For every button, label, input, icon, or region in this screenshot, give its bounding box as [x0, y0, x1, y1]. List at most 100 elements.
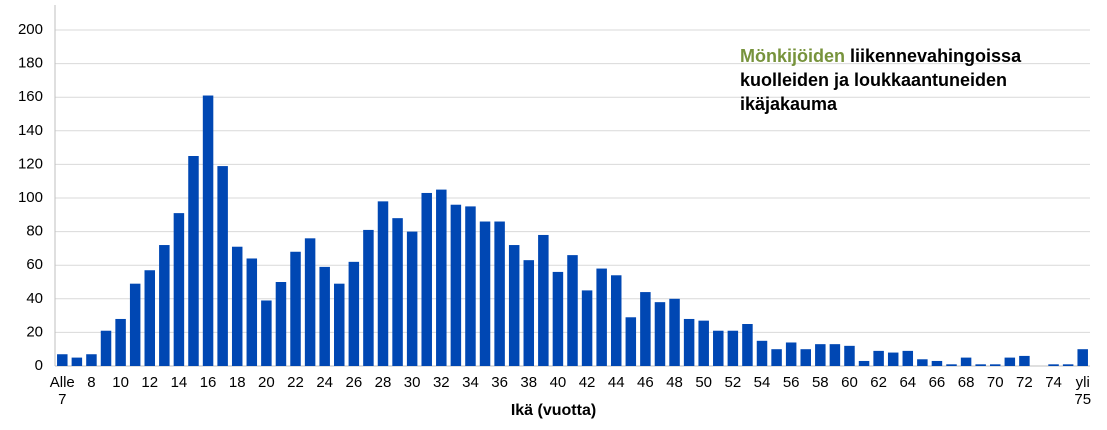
bar: [931, 360, 943, 366]
bar: [523, 260, 535, 366]
bar: [377, 201, 389, 366]
bar: [261, 300, 272, 366]
x-tick-label: 62: [870, 374, 887, 391]
x-tick-label: 22: [287, 374, 304, 391]
bar: [290, 251, 301, 366]
bar: [508, 245, 520, 366]
bar: [713, 330, 724, 366]
y-tick-label: 160: [18, 88, 43, 105]
y-tick-label: 60: [26, 256, 43, 273]
bar: [771, 349, 782, 366]
bar: [479, 221, 491, 366]
x-tick-label: 54: [753, 374, 771, 391]
y-tick-label: 0: [35, 357, 43, 374]
bar: [275, 282, 287, 366]
bar: [100, 330, 112, 366]
bar: [436, 189, 447, 366]
bar: [756, 340, 768, 366]
x-tick-label: 46: [637, 374, 654, 391]
title-text: liikennevahingoissa kuolleiden ja loukka…: [740, 46, 1022, 114]
x-tick-label: yli 75: [1074, 374, 1092, 408]
bar: [319, 266, 330, 366]
x-tick-label: 26: [345, 374, 363, 391]
bar: [654, 302, 666, 366]
y-tick-label: 120: [18, 155, 43, 172]
bar: [640, 292, 651, 366]
x-tick-label: 68: [957, 374, 975, 391]
bar: [581, 290, 593, 366]
bar: [144, 270, 156, 366]
x-tick-label: 8: [87, 374, 96, 391]
bar: [465, 206, 476, 366]
bar: [960, 357, 972, 366]
bar: [231, 246, 243, 366]
y-tick-label: 200: [18, 21, 43, 38]
x-tick-label: 10: [112, 374, 129, 391]
x-tick-label: 34: [462, 374, 479, 391]
x-tick-label: 30: [403, 374, 421, 391]
bar: [785, 342, 797, 366]
bar: [1062, 364, 1074, 366]
bar: [1004, 357, 1016, 366]
bar: [917, 359, 928, 366]
x-tick-label: 56: [782, 374, 800, 391]
x-tick-label: 28: [374, 374, 392, 391]
bar: [363, 229, 374, 366]
x-tick-label: 50: [695, 374, 713, 391]
bar: [246, 258, 258, 366]
x-tick-label: Alle 7: [49, 374, 75, 408]
x-tick-label: 72: [1016, 374, 1033, 391]
bar: [596, 268, 607, 366]
bar: [86, 354, 97, 366]
x-tick-label: 52: [724, 374, 742, 391]
x-tick-label: 74: [1045, 374, 1062, 391]
bar: [202, 95, 214, 367]
y-tick-label: 140: [18, 122, 43, 139]
bar: [815, 344, 826, 366]
bar: [71, 357, 83, 366]
x-tick-label: 64: [899, 374, 917, 391]
x-tick-label: 12: [141, 374, 159, 391]
bar: [173, 213, 185, 366]
x-tick-label: 70: [986, 374, 1004, 391]
x-axis-label: Ikä (vuotta): [510, 402, 597, 419]
bar: [57, 354, 68, 366]
bar: [698, 320, 709, 366]
x-tick-label: 66: [928, 374, 946, 391]
bar: [552, 271, 564, 366]
bar: [975, 364, 986, 366]
x-tick-label: 32: [432, 374, 450, 391]
bar: [625, 317, 637, 366]
bar: [538, 234, 549, 366]
x-tick-label: 18: [228, 374, 246, 391]
y-tick-label: 40: [26, 290, 43, 307]
bar: [844, 345, 855, 366]
x-tick-label: 24: [316, 374, 334, 391]
y-tick-label: 80: [26, 223, 43, 240]
bar: [494, 221, 505, 366]
bar: [1077, 349, 1088, 366]
x-tick-label: 48: [666, 374, 683, 391]
x-tick-label: 36: [491, 374, 508, 391]
x-tick-label: 58: [811, 374, 829, 391]
x-tick-label: 38: [520, 374, 538, 391]
bar: [392, 218, 403, 366]
bar: [669, 298, 680, 366]
bar: [1019, 355, 1030, 366]
y-tick-label: 20: [26, 323, 43, 340]
bar: [304, 238, 316, 366]
y-tick-label: 180: [18, 55, 43, 72]
chart-title: Mönkijöiden liikennevahingoissa kuolleid…: [740, 44, 1080, 116]
bar: [902, 350, 914, 366]
bar: [129, 283, 141, 366]
bar: [800, 349, 811, 366]
bar: [858, 360, 870, 366]
bar: [1048, 364, 1059, 366]
bar: [348, 261, 360, 366]
bar: [887, 352, 899, 366]
bar: [421, 192, 432, 366]
bar: [159, 245, 170, 366]
bar: [727, 330, 739, 366]
